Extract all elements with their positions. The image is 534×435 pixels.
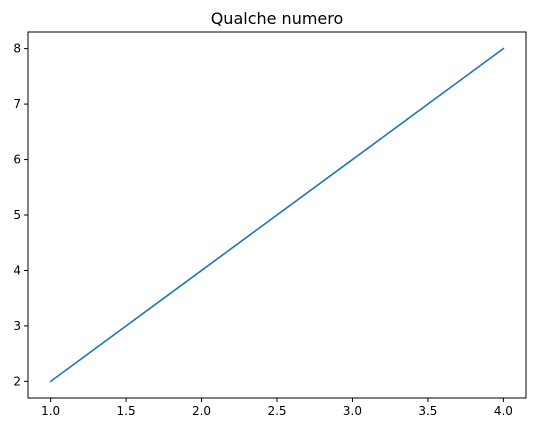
x-tick-label: 2.5	[267, 404, 286, 418]
y-tick-label: 2	[13, 374, 21, 388]
y-tick-label: 5	[13, 208, 21, 222]
series-line	[49, 47, 505, 383]
y-tick-label: 7	[13, 97, 21, 111]
y-tick-label: 3	[13, 319, 21, 333]
plot-series	[49, 47, 505, 383]
x-tick-label: 1.5	[117, 404, 136, 418]
x-tick-label: 2.0	[192, 404, 211, 418]
plot-area-frame	[27, 31, 527, 399]
axes-ticks: 1.0 1.5 2.0 2.5 3.0 3.5 4.0 2 3 4 5 6 7 8	[13, 42, 513, 418]
x-tick-label: 3.0	[343, 404, 362, 418]
y-tick-label: 6	[13, 153, 21, 167]
y-tick-label: 8	[13, 42, 21, 56]
x-tick-label: 3.5	[418, 404, 437, 418]
x-tick-label: 1.0	[41, 404, 60, 418]
x-tick-label: 4.0	[494, 404, 513, 418]
chart-title: Qualche numero	[211, 9, 344, 28]
y-tick-label: 4	[13, 263, 21, 277]
